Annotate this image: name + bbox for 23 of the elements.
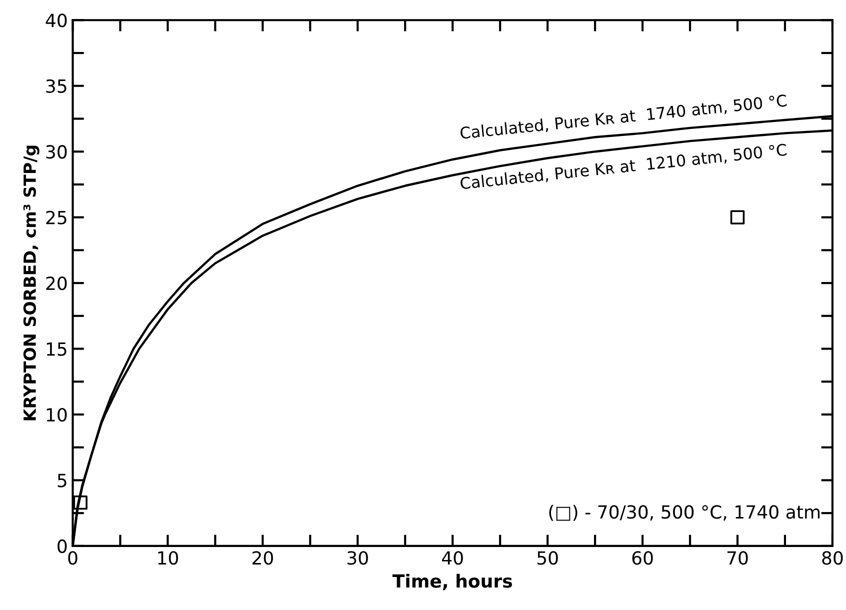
x-tick-label: 0 xyxy=(68,551,78,565)
x-tick-label: 20 xyxy=(252,551,273,565)
y-tick-label: 15 xyxy=(46,342,66,356)
x-tick-label: 30 xyxy=(348,551,368,565)
y-tick-label: 0 xyxy=(58,539,67,554)
x-tick-label: 50 xyxy=(537,551,558,565)
x-tick-label: 10 xyxy=(158,551,178,565)
legend-label: Calculated, Pure Kʀ at 1740 atm, 500 °C xyxy=(460,94,788,141)
text: Calculated, Pure Kʀ at 1210 atm, 500 °C xyxy=(460,143,787,192)
y-tick-label: 35 xyxy=(46,79,66,93)
y-tick-label: 20 xyxy=(46,276,67,290)
annotation: (□) - 70/30, 500 °C, 1740 atm xyxy=(549,504,820,521)
x-tick-label: 70 xyxy=(727,551,748,565)
x-tick-label: 80 xyxy=(822,551,843,565)
y-tick-label: 5 xyxy=(58,474,66,488)
x-tick-label: 40 xyxy=(442,551,463,565)
y-axis-title: KRYPTON SORBED, cm³ STP/g xyxy=(23,146,40,420)
y-tick-label: 25 xyxy=(46,210,66,224)
y-tick-label: 40 xyxy=(46,14,67,28)
x-axis-title: Time, hours xyxy=(392,574,512,590)
y-tick-label: 10 xyxy=(46,408,67,422)
x-tick-label: 60 xyxy=(632,551,653,565)
y-tick-label: 30 xyxy=(46,145,67,159)
